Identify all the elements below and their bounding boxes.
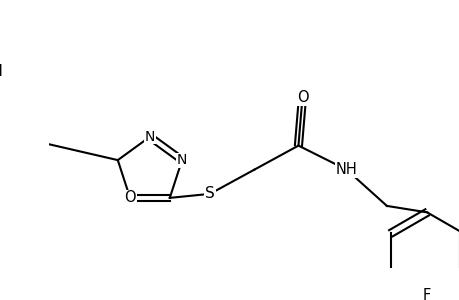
Text: O: O	[124, 190, 135, 206]
Text: N: N	[145, 130, 155, 144]
Text: O: O	[296, 90, 308, 105]
Text: N: N	[0, 64, 3, 79]
Text: NH: NH	[335, 162, 357, 177]
Text: S: S	[205, 186, 214, 201]
Text: N: N	[176, 153, 187, 167]
Text: F: F	[422, 289, 431, 300]
